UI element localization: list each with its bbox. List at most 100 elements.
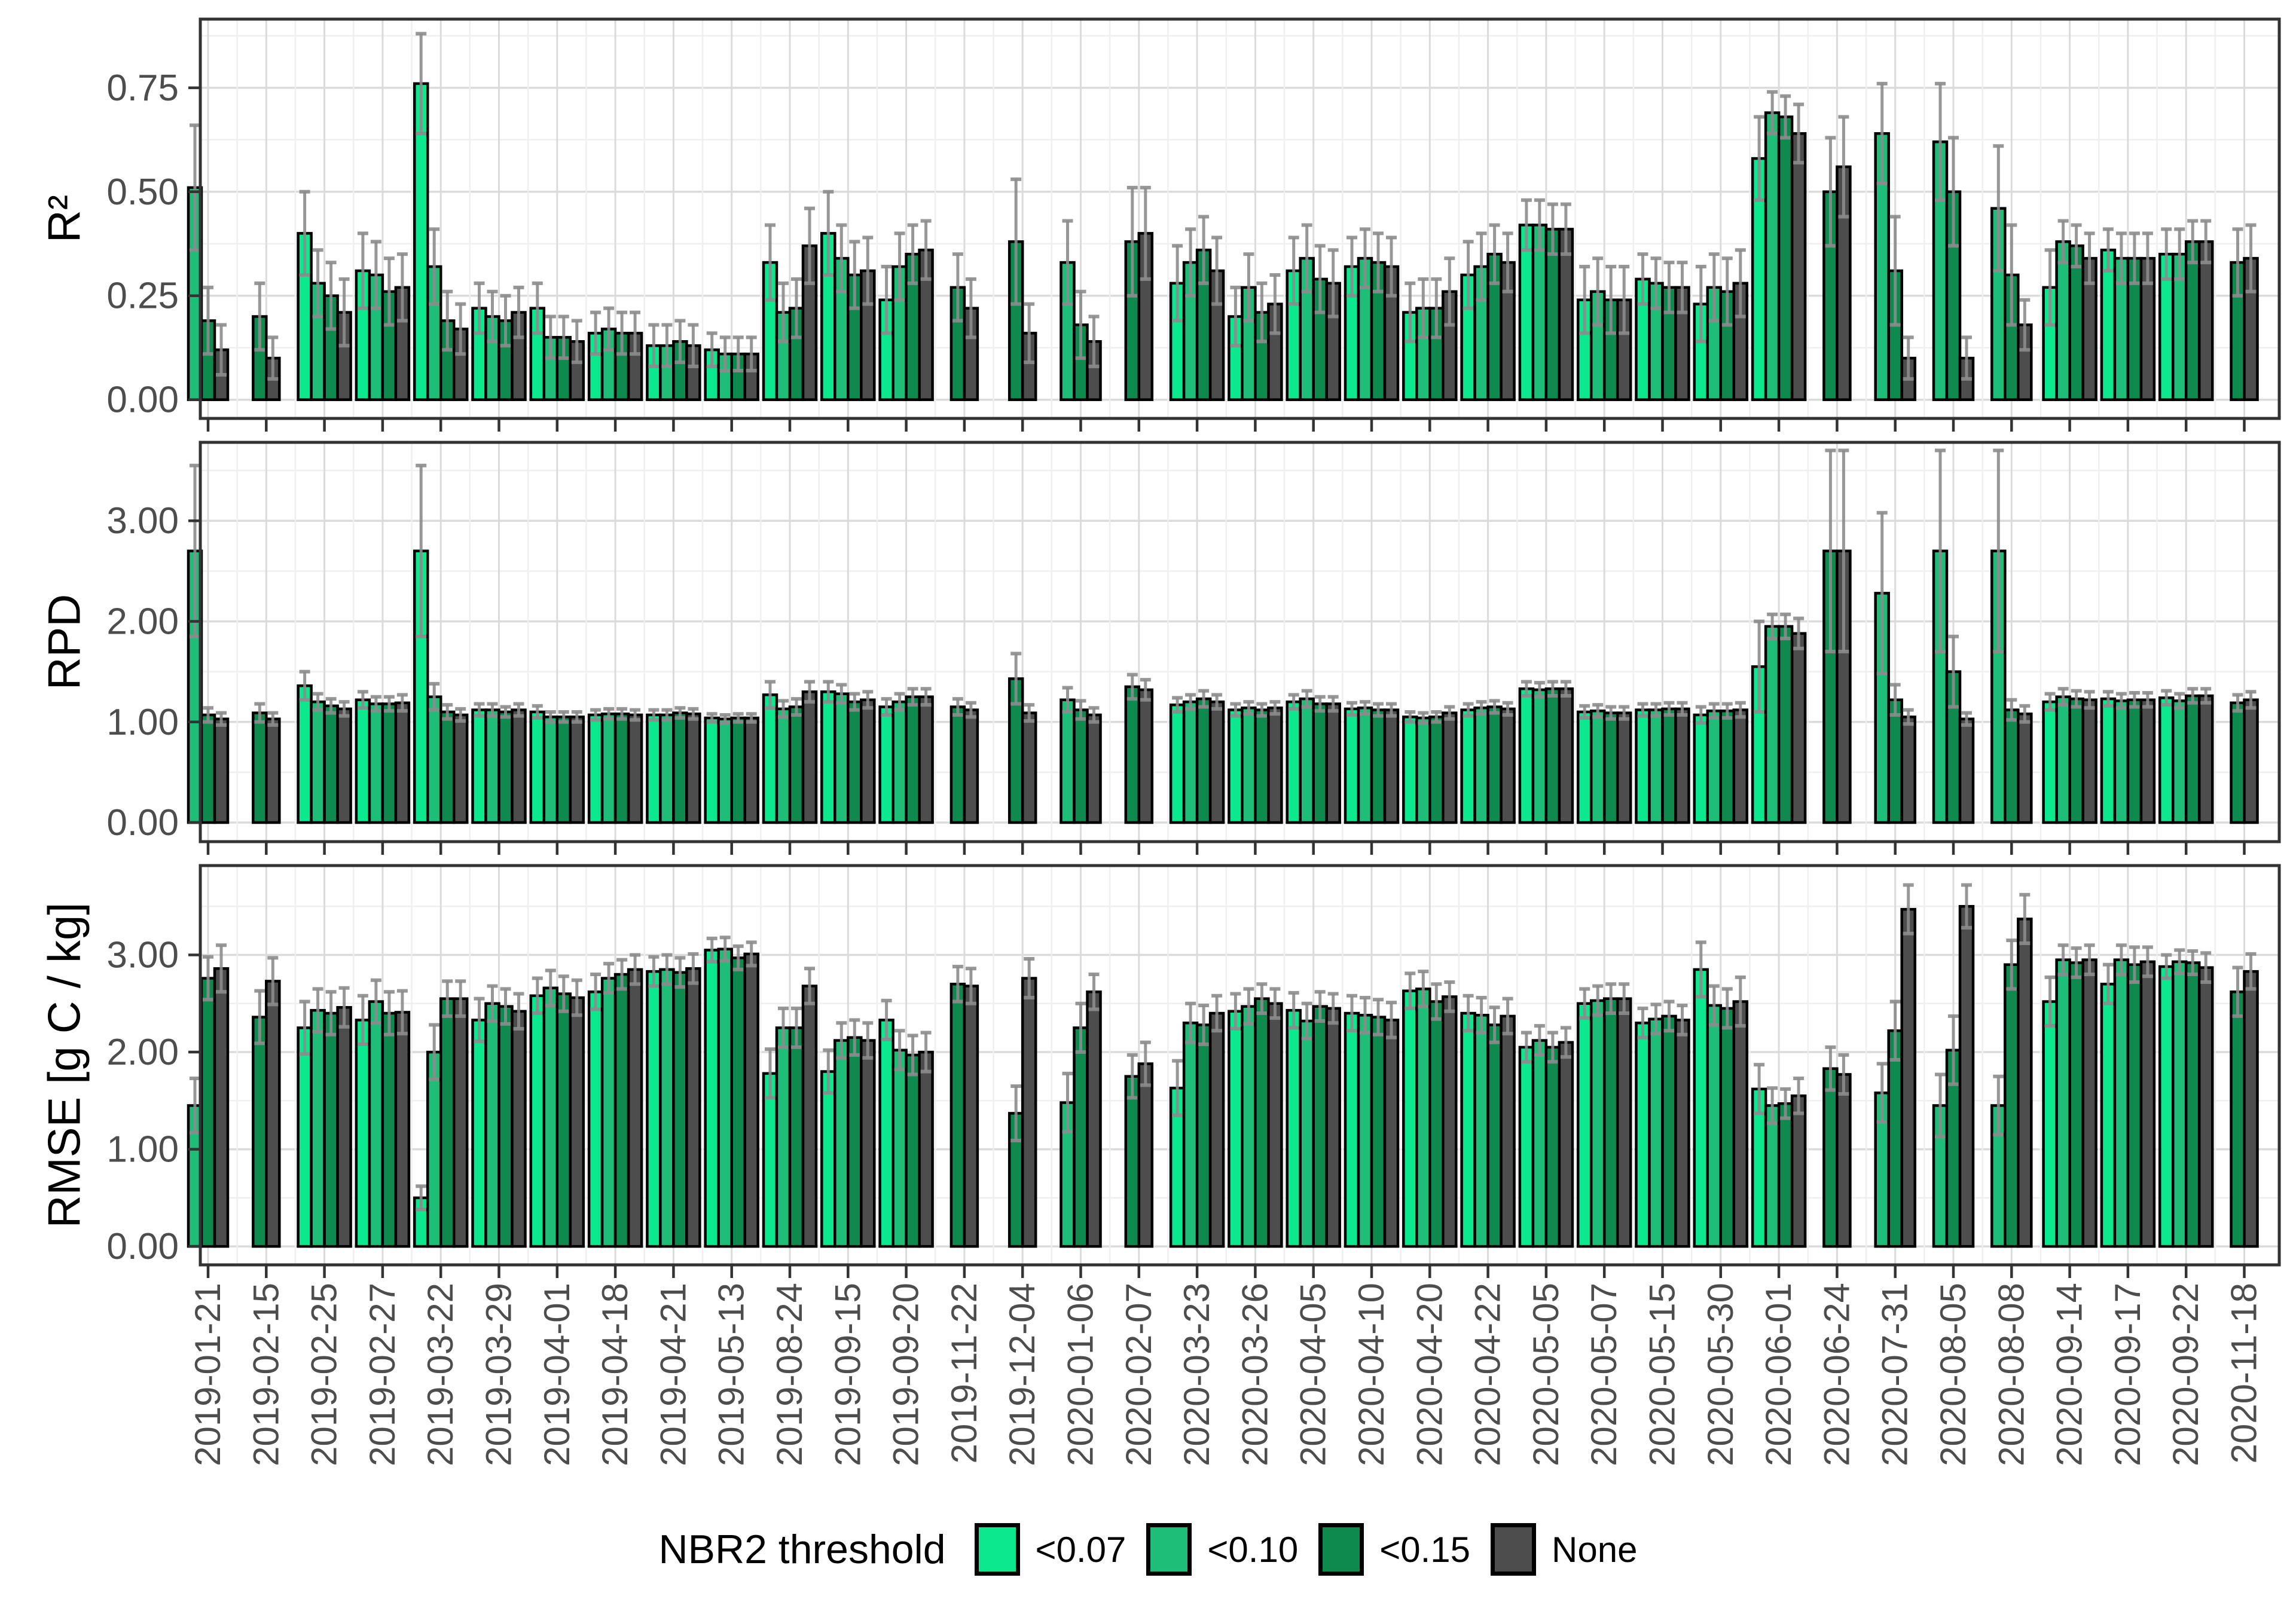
bar-2019-12-04-None: [1021, 977, 1037, 1248]
bar-2020-06-24-None: [1836, 1073, 1852, 1248]
bar-2020-04-20-None: [1442, 711, 1458, 824]
bar-2020-03-23-None: [1208, 700, 1225, 824]
bar-2020-09-14-None: [2081, 958, 2097, 1248]
legend-label-none: None: [1552, 1529, 1638, 1570]
bar-2020-03-23-007: [1169, 703, 1186, 824]
bar-2020-03-23-010: [1182, 700, 1199, 824]
bar-2020-06-01-015: [1777, 115, 1794, 401]
bar-2019-08-24-015: [788, 705, 805, 824]
bar-2019-05-13-015: [730, 716, 746, 824]
panel-border: [199, 441, 2281, 843]
panel-border: [199, 864, 2281, 1267]
bar-2020-05-30-None: [1732, 708, 1749, 824]
bar-2020-06-01-None: [1790, 132, 1807, 401]
bar-2020-04-10-015: [1370, 1016, 1387, 1248]
x-tick-label: 2020-11-18: [2224, 1283, 2264, 1463]
bar-2019-01-21-None: [213, 967, 230, 1248]
bar-2020-04-10-None: [1383, 1019, 1400, 1248]
bar-2020-03-23-None: [1208, 1011, 1225, 1248]
bar-2020-09-22-015: [2184, 694, 2201, 824]
bar-2019-04-21-015: [672, 971, 688, 1248]
bar-2020-09-14-015: [2068, 697, 2084, 824]
legend-item-007: <0.07: [974, 1523, 1126, 1576]
bar-2020-03-26-007: [1228, 708, 1244, 824]
bar-2019-03-22-015: [439, 710, 456, 824]
bar-2019-04-18-007: [587, 990, 604, 1248]
bar-2020-05-07-007: [1576, 1002, 1593, 1248]
bar-2020-05-15-010: [1648, 1017, 1664, 1248]
bar-2019-04-21-015: [672, 711, 688, 824]
bar-2019-05-13-015: [730, 956, 746, 1248]
bar-2019-09-15-None: [860, 698, 876, 824]
x-tick-label: 2020-05-07: [1584, 1283, 1624, 1466]
bar-2020-09-22-007: [2158, 965, 2175, 1248]
legend: NBR2 threshold <0.07 <0.10 <0.15 None: [0, 1508, 2296, 1591]
bar-2020-05-05-010: [1531, 688, 1548, 824]
legend-label-010: <0.10: [1207, 1529, 1299, 1570]
bar-2019-09-20-010: [891, 700, 908, 824]
bar-2019-02-27-None: [394, 701, 411, 824]
legend-title: NBR2 threshold: [658, 1527, 946, 1572]
bar-2019-09-15-015: [847, 700, 863, 824]
bar-2020-09-22-None: [2197, 240, 2214, 401]
bar-2019-04-21-010: [659, 713, 675, 824]
bar-2020-03-26-010: [1241, 706, 1257, 824]
bar-2019-03-29-007: [471, 1019, 487, 1248]
bar-2019-03-22-None: [452, 997, 469, 1248]
bar-2020-05-07-015: [1602, 711, 1619, 824]
y-tick-label: 2.00: [106, 601, 179, 643]
bar-2019-01-21-015: [200, 713, 216, 824]
bar-2020-04-05-010: [1299, 697, 1315, 824]
x-tick-label: 2020-08-08: [1991, 1283, 2031, 1466]
bar-2019-03-22-015: [439, 997, 456, 1248]
bar-2020-06-01-015: [1777, 1102, 1794, 1248]
bar-2020-05-15-015: [1661, 707, 1677, 824]
bar-2019-04-18-010: [600, 977, 617, 1248]
bar-2020-04-05-None: [1325, 702, 1341, 824]
bar-2020-04-05-015: [1312, 702, 1328, 824]
bar-2020-01-06-015: [1073, 1026, 1089, 1248]
bar-2019-02-27-010: [368, 1000, 384, 1248]
bar-2020-07-31-015: [1887, 698, 1903, 824]
bar-2020-09-17-010: [2113, 699, 2130, 824]
bar-2020-11-18-015: [2230, 990, 2246, 1248]
bar-2020-09-14-007: [2042, 700, 2058, 824]
bar-2019-02-27-007: [355, 698, 371, 824]
legend-item-none: None: [1491, 1523, 1637, 1576]
bar-2020-05-30-010: [1706, 710, 1723, 824]
bar-2019-04-01-None: [569, 996, 585, 1248]
bar-2020-05-30-010: [1706, 1004, 1723, 1248]
bar-2020-06-01-None: [1790, 632, 1807, 824]
bar-2020-11-18-None: [2243, 698, 2259, 824]
bar-2020-04-22-010: [1473, 706, 1489, 824]
bar-2020-05-05-015: [1544, 1045, 1561, 1248]
bar-2020-09-22-010: [2171, 960, 2188, 1248]
bar-2019-09-20-015: [905, 695, 921, 824]
x-tick-label: 2020-06-01: [1758, 1283, 1799, 1466]
bar-2019-03-29-015: [497, 1005, 514, 1248]
bar-2019-04-18-015: [613, 713, 630, 824]
bar-2019-03-29-None: [511, 1010, 527, 1248]
bar-2020-09-17-None: [2139, 698, 2156, 824]
bar-2020-06-01-010: [1764, 111, 1781, 401]
bar-2019-05-13-007: [704, 949, 720, 1248]
bar-2019-09-15-007: [820, 690, 836, 824]
x-tick-label: 2020-05-05: [1526, 1283, 1566, 1466]
bar-2020-05-07-010: [1589, 710, 1606, 824]
bar-2019-09-15-None: [860, 1039, 876, 1248]
bar-2020-04-20-015: [1428, 716, 1445, 824]
bar-2020-07-31-None: [1900, 907, 1916, 1248]
bar-2019-09-20-None: [918, 695, 934, 824]
legend-item-010: <0.10: [1146, 1523, 1298, 1576]
x-tick-label: 2020-03-23: [1177, 1283, 1217, 1466]
x-tick-label: 2019-02-15: [246, 1283, 286, 1466]
x-tick-label: 2019-09-15: [828, 1283, 868, 1466]
bar-2019-05-13-010: [717, 947, 733, 1248]
y-tick-label: 0.75: [106, 68, 179, 109]
bar-2020-05-30-015: [1719, 1007, 1736, 1248]
bar-2020-09-14-010: [2055, 240, 2071, 401]
bar-2020-05-05-007: [1518, 687, 1535, 824]
bar-2019-02-27-015: [381, 1011, 398, 1248]
bar-2020-03-26-015: [1254, 997, 1270, 1248]
